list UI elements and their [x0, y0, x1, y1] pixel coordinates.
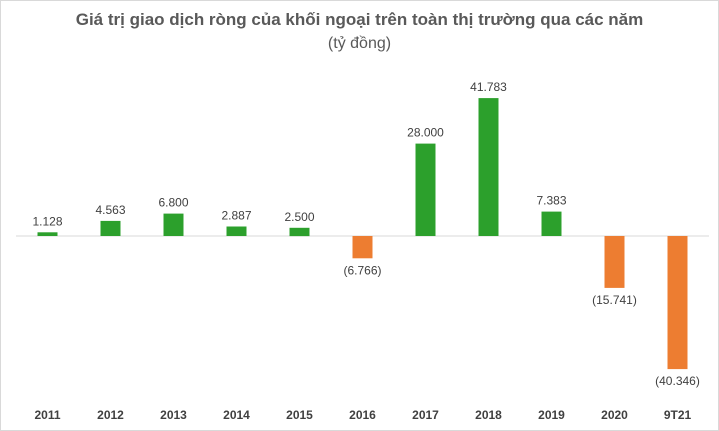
value-label-2016: (6.766) — [343, 263, 381, 277]
value-label-2017: 28.000 — [407, 126, 444, 140]
x-tick-label-2020: 2020 — [601, 408, 628, 422]
x-tick-label-2012: 2012 — [97, 408, 124, 422]
bar-2019 — [541, 211, 562, 236]
value-label-2012: 4.563 — [95, 203, 125, 217]
value-label-2011: 1.128 — [32, 214, 62, 228]
bar-2017 — [415, 143, 436, 236]
x-tick-label-2017: 2017 — [412, 408, 439, 422]
value-label-2018: 41.783 — [470, 80, 507, 94]
value-label-2015: 2.500 — [284, 210, 314, 224]
bar-2015 — [289, 227, 310, 237]
value-label-2013: 6.800 — [158, 196, 188, 210]
x-tick-label-9T21: 9T21 — [664, 408, 692, 422]
bar-2012 — [100, 220, 121, 236]
x-tick-label-2019: 2019 — [538, 408, 565, 422]
x-tick-label-2013: 2013 — [160, 408, 187, 422]
value-label-2019: 7.383 — [536, 194, 566, 208]
bar-2020 — [604, 236, 625, 288]
bar-2011 — [37, 232, 58, 236]
value-label-2020: (15.741) — [592, 293, 637, 307]
bar-2018 — [478, 98, 499, 236]
value-label-2014: 2.887 — [221, 209, 251, 223]
x-tick-label-2011: 2011 — [34, 408, 60, 422]
bar-2016 — [352, 236, 373, 259]
bar-2013 — [163, 213, 184, 236]
x-tick-label-2014: 2014 — [223, 408, 250, 422]
chart-title: Giá trị giao dịch ròng của khối ngoại tr… — [75, 10, 644, 29]
chart-subtitle: (tỷ đồng) — [327, 35, 392, 52]
bar-9T21 — [667, 236, 688, 370]
x-tick-label-2015: 2015 — [286, 408, 313, 422]
x-tick-label-2016: 2016 — [349, 408, 376, 422]
value-label-9T21: (40.346) — [655, 374, 700, 388]
x-tick-label-2018: 2018 — [475, 408, 502, 422]
bar-2014 — [226, 226, 247, 236]
